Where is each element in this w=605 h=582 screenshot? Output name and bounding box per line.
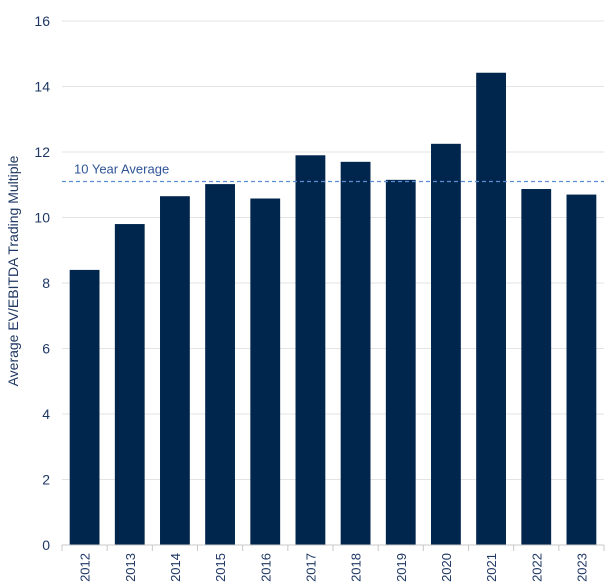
y-tick-label: 16 bbox=[34, 13, 50, 29]
bar-2017 bbox=[295, 155, 326, 545]
gridlines bbox=[62, 20, 604, 480]
bar-2016 bbox=[250, 198, 281, 545]
y-tick-label: 12 bbox=[34, 144, 50, 160]
x-axis-ticks: 2012 2013 2014 2015 2016 2017 2018 2019 2020 2021… bbox=[61, 545, 605, 582]
y-tick-label: 14 bbox=[34, 79, 50, 95]
reference-line: 10 Year Average bbox=[62, 161, 604, 183]
bar-2015 bbox=[205, 184, 235, 545]
average-line-label: 10 Year Average bbox=[74, 161, 169, 176]
x-tick-label: 2021 bbox=[484, 553, 499, 582]
x-tick-label: 2014 bbox=[168, 553, 183, 582]
y-axis-label: Average EV/EBITDA Trading Multiple bbox=[5, 155, 21, 386]
x-tick-label: 2018 bbox=[349, 553, 364, 582]
y-tick-label: 10 bbox=[34, 210, 50, 226]
bar-2021 bbox=[476, 72, 506, 546]
bar-2020 bbox=[431, 143, 461, 545]
bar-2013 bbox=[114, 224, 145, 546]
bar-2012 bbox=[69, 269, 100, 545]
x-tick-label: 2017 bbox=[303, 553, 318, 582]
x-tick-label: 2016 bbox=[258, 553, 273, 582]
bar-2018 bbox=[340, 161, 371, 545]
y-tick-label: 2 bbox=[42, 472, 50, 488]
x-tick-label: 2015 bbox=[213, 553, 228, 582]
bars bbox=[69, 72, 597, 546]
bar-2023 bbox=[566, 194, 597, 545]
x-tick-label: 2013 bbox=[123, 553, 138, 582]
y-tick-label: 8 bbox=[42, 275, 50, 291]
x-tick-label: 2022 bbox=[529, 553, 544, 582]
bar-2022 bbox=[521, 189, 552, 545]
bar-2014 bbox=[160, 196, 190, 545]
y-tick-label: 6 bbox=[42, 341, 50, 357]
bar-2019 bbox=[385, 179, 416, 545]
x-tick-label: 2012 bbox=[78, 553, 93, 582]
y-tick-label: 0 bbox=[42, 537, 50, 553]
x-tick-label: 2019 bbox=[394, 553, 409, 582]
x-tick-label: 2023 bbox=[574, 553, 589, 582]
x-tick-label: 2020 bbox=[439, 553, 454, 582]
y-axis-ticks: 0 2 4 6 8 10 12 14 16 bbox=[34, 13, 50, 553]
y-tick-label: 4 bbox=[42, 406, 50, 422]
